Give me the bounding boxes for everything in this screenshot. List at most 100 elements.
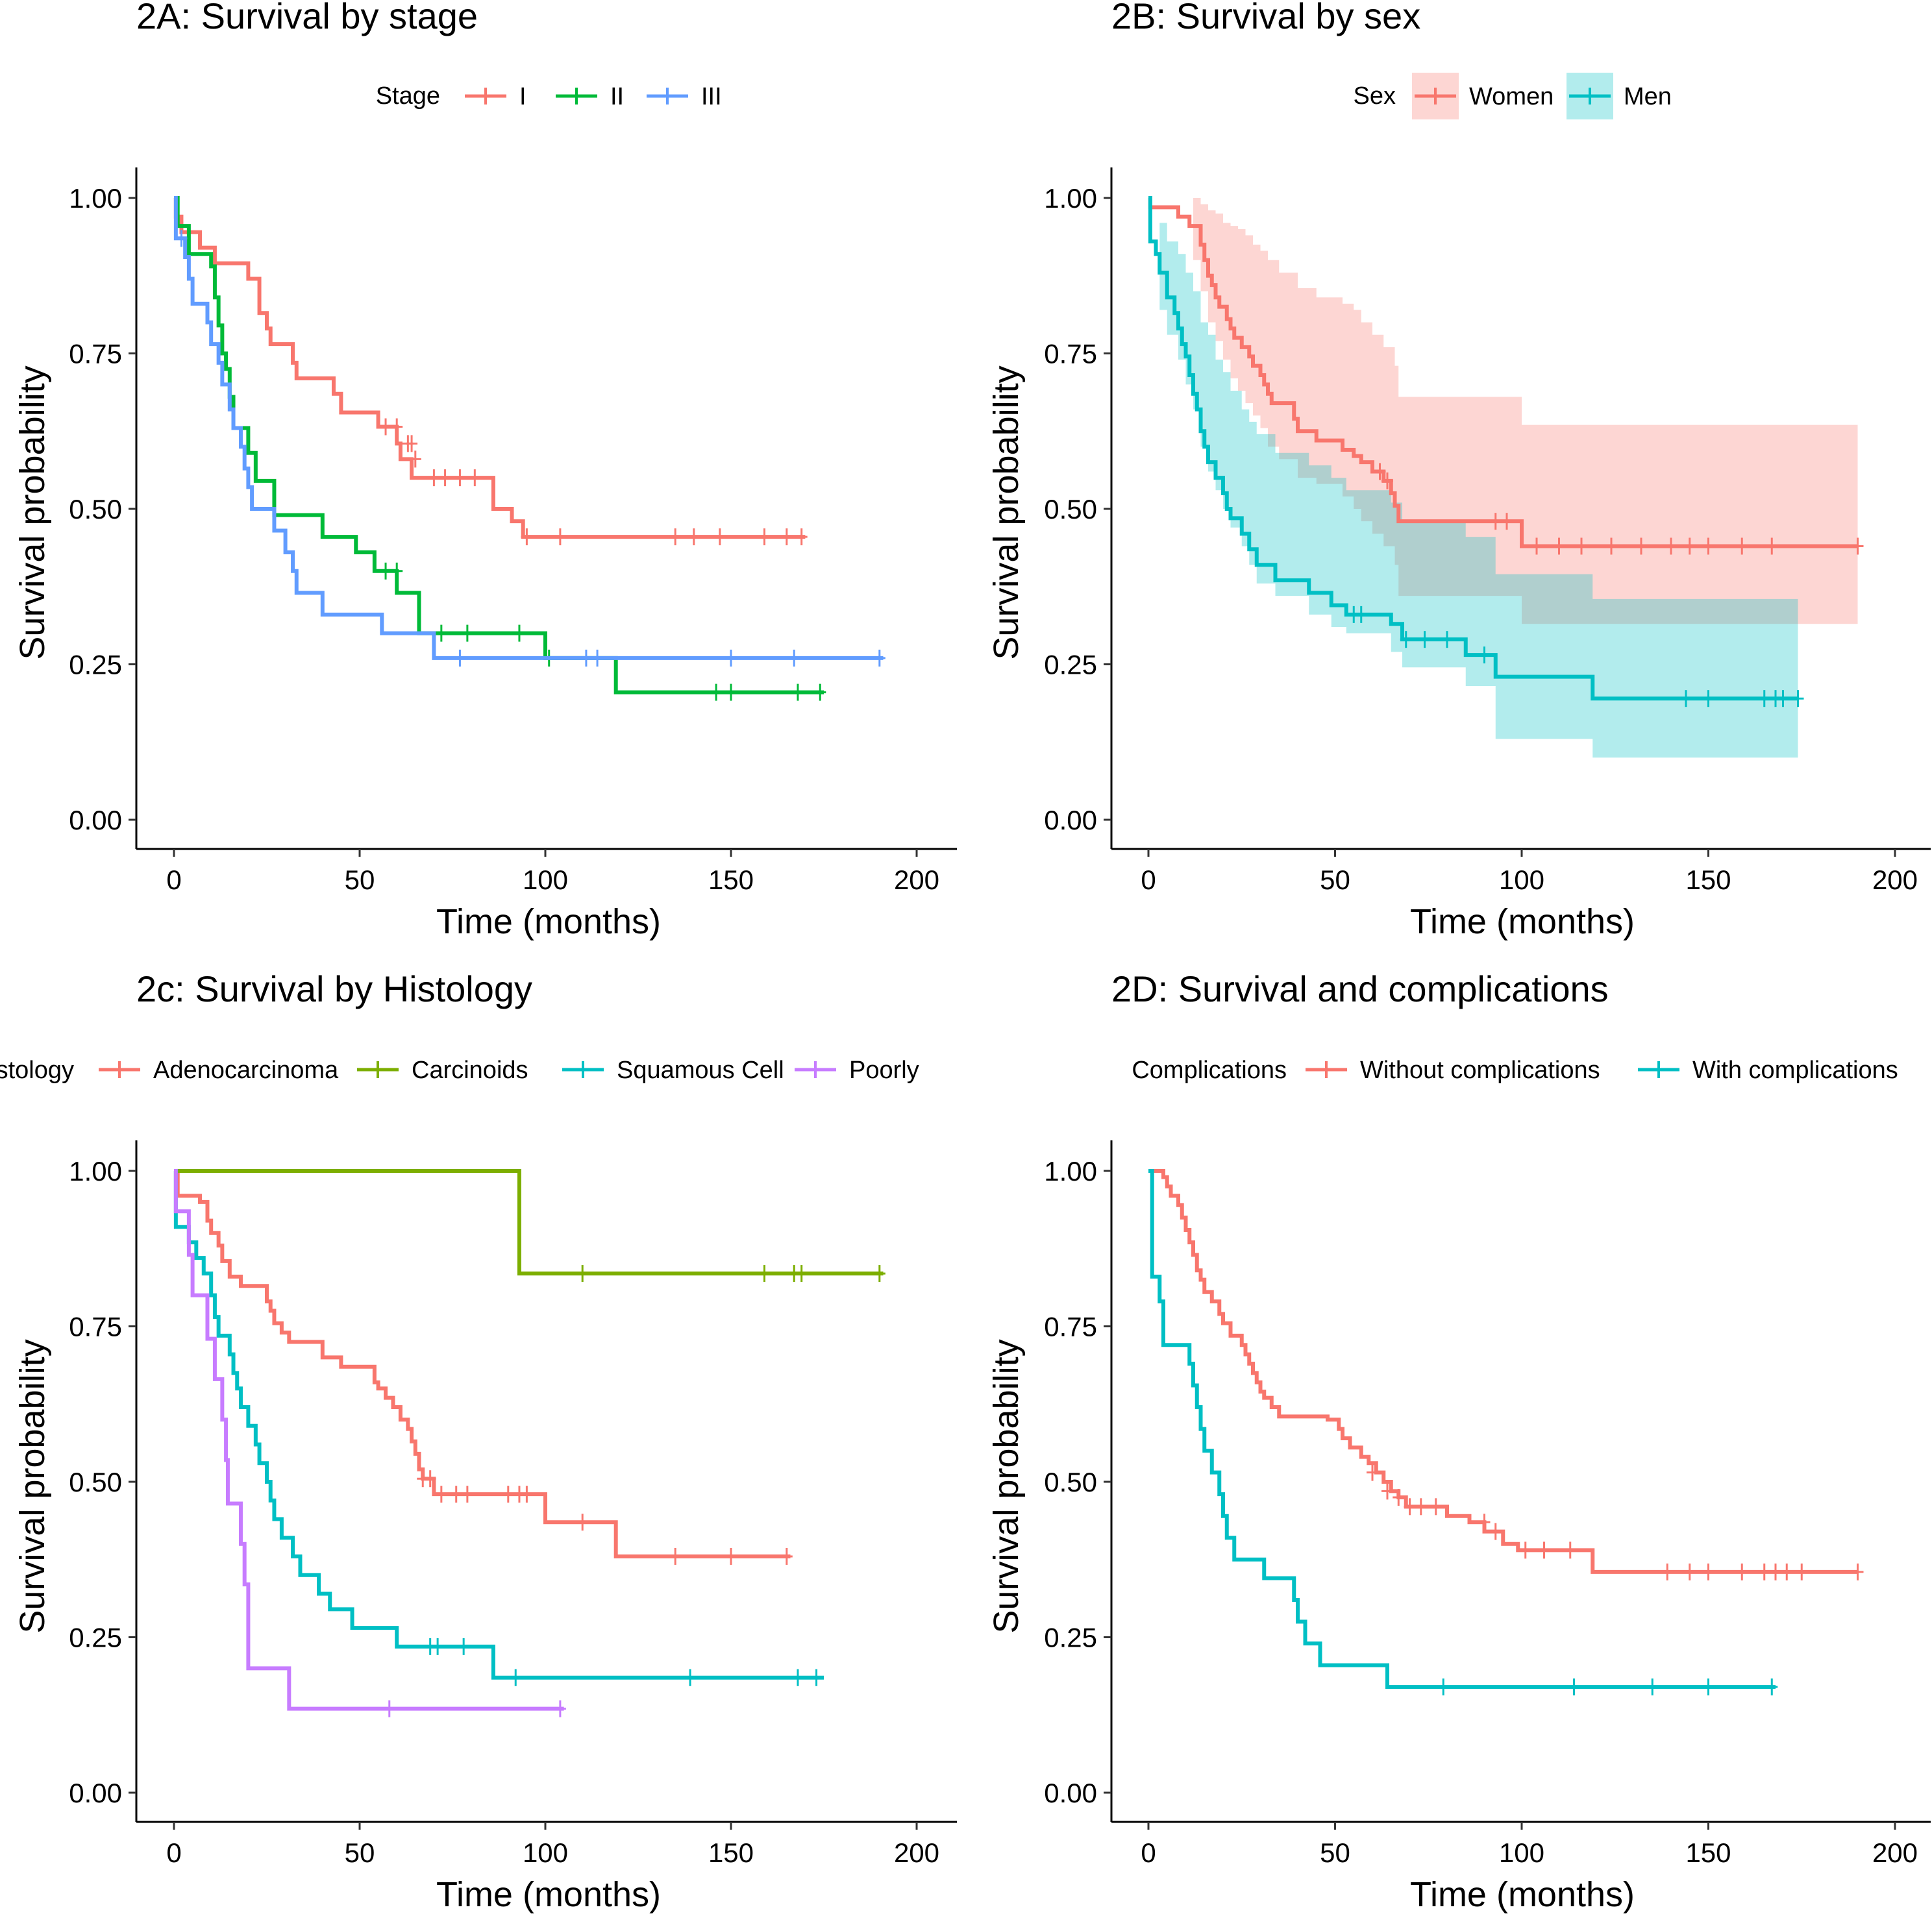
censor-mark [1519,1541,1531,1559]
censor-mark [1531,537,1542,555]
censor-mark [725,683,737,701]
y-tick-label: 0.50 [69,494,122,524]
censor-mark [591,649,604,667]
legend-label: Women [1469,83,1554,110]
y-tick-label: 1.00 [69,183,122,214]
y-tick-label: 0.00 [69,1778,122,1808]
x-tick-label: 100 [523,1837,568,1868]
censor-mark [439,469,451,487]
censor-mark [710,683,723,701]
y-axis-title: Survival probability [13,365,52,659]
censor-mark [788,649,800,667]
legend-item: Women [1412,73,1554,119]
censor-mark [1374,463,1386,480]
panel-2a: 2A: Survival by stage Time (months) Surv… [13,0,957,941]
censor-mark [432,1638,444,1655]
censor-mark [791,1669,804,1686]
legend-label: With complications [1692,1057,1898,1084]
censor-mark [1736,537,1748,555]
legend-item: II [556,83,624,110]
censor-mark [1437,1678,1450,1696]
y-tick-label: 0.75 [69,339,122,369]
legend-label: Poorly [849,1057,919,1084]
x-axis-title: Time (months) [1410,1875,1635,1914]
legend-title: Histology [0,1057,74,1084]
censor-mark [1418,631,1431,648]
x-tick-label: 0 [166,1837,181,1868]
censor-mark [428,469,440,487]
y-tick-label: 0.25 [69,1623,122,1653]
censor-mark [1777,690,1789,707]
y-tick-label: 0.25 [69,650,122,680]
legend-label: Carcinoids [412,1057,528,1084]
censor-mark [1758,1563,1770,1580]
panel-title: 2B: Survival by sex [1111,0,1420,36]
survival-curve-0 [174,1169,791,1558]
censor-mark [424,1470,436,1488]
censor-mark [1489,1523,1502,1540]
censor-mark [576,1514,589,1531]
y-tick-label: 0.50 [1044,494,1097,524]
censor-mark [1702,1678,1715,1696]
legend-title: Complications [1132,1057,1287,1084]
censor-mark [1781,1563,1793,1580]
panel-title: 2D: Survival and complications [1111,968,1609,1009]
x-tick-label: 200 [894,865,939,895]
survival-curve-2 [173,196,884,660]
censor-mark [450,1486,462,1503]
censor-mark [391,562,403,580]
y-tick-label: 0.50 [69,1467,122,1497]
legend-label: I [519,83,526,110]
legend-item: Poorly [795,1057,919,1084]
censor-mark [1635,537,1647,555]
legend-label: Men [1624,83,1672,110]
legend-item: Adenocarcinoma [99,1057,339,1084]
legend-label: III [701,83,722,110]
censor-mark [1770,1563,1781,1580]
x-tick-label: 150 [708,1837,754,1868]
censor-mark [1792,690,1804,707]
censor-mark [391,418,403,436]
x-tick-label: 100 [523,865,568,895]
x-tick-label: 0 [166,865,181,895]
censor-mark [1683,1563,1696,1580]
x-tick-label: 50 [1320,1837,1350,1868]
legend-item: III [647,83,722,110]
censor-mark [409,450,421,468]
confidence-band-1 [1148,198,1798,758]
survival-curve-0 [173,196,806,539]
censor-mark [1478,646,1491,664]
survival-curve-1 [1148,1169,1776,1689]
censor-mark [1576,537,1587,555]
censor-mark [435,1486,447,1503]
y-axis-title: Survival probability [987,1339,1026,1633]
censor-mark [1404,1498,1416,1516]
x-tick-label: 100 [1499,865,1544,895]
x-axis-title: Time (months) [436,1875,661,1914]
censor-mark [795,528,808,546]
legend-item: I [465,83,526,110]
y-tick-label: 0.75 [1044,1312,1097,1342]
censor-mark [1661,1563,1674,1580]
censor-mark [873,1265,886,1283]
censor-mark [713,528,726,546]
censor-mark [810,1669,823,1686]
legend-item: With complications [1638,1057,1898,1084]
censor-mark [1478,1514,1491,1531]
x-axis-title: Time (months) [1410,902,1635,941]
censor-mark [461,624,473,642]
censor-mark [725,649,737,667]
censor-mark [1646,1678,1659,1696]
censor-mark [780,1547,793,1565]
censor-mark [576,1265,589,1283]
y-tick-label: 0.00 [1044,805,1097,835]
y-tick-label: 0.00 [1044,1778,1097,1808]
censor-mark [461,1486,473,1503]
legend-item: Without complications [1306,1057,1600,1084]
x-axis-title: Time (months) [436,902,661,941]
panel-title: 2c: Survival by Histology [136,968,532,1009]
censor-mark [1489,513,1502,530]
censor-mark [1852,537,1864,555]
survival-curve-1 [174,1169,884,1276]
